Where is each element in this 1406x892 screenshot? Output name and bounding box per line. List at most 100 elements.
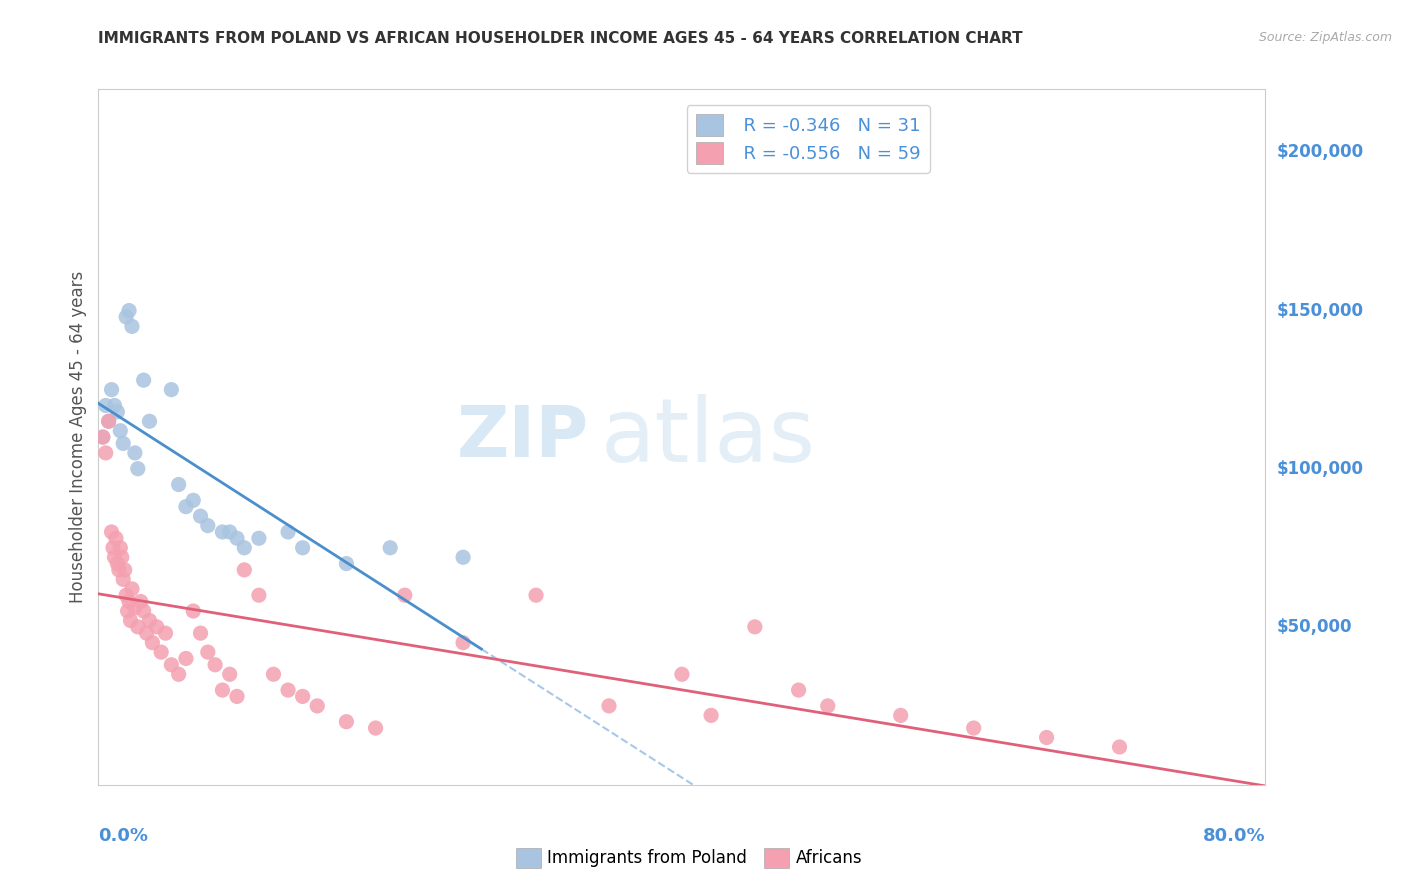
Point bbox=[117, 604, 139, 618]
Text: 80.0%: 80.0% bbox=[1202, 827, 1265, 845]
Y-axis label: Householder Income Ages 45 - 64 years: Householder Income Ages 45 - 64 years bbox=[69, 271, 87, 603]
Text: $50,000: $50,000 bbox=[1277, 618, 1353, 636]
Point bbox=[233, 563, 256, 577]
Point bbox=[394, 588, 416, 602]
Point bbox=[211, 524, 233, 539]
Text: Source: ZipAtlas.com: Source: ZipAtlas.com bbox=[1258, 31, 1392, 45]
Point bbox=[817, 698, 839, 713]
Point bbox=[94, 446, 117, 460]
Point bbox=[155, 626, 177, 640]
Point bbox=[335, 557, 357, 571]
Point bbox=[127, 620, 149, 634]
Text: 0.0%: 0.0% bbox=[98, 827, 149, 845]
Text: $150,000: $150,000 bbox=[1277, 301, 1364, 319]
Point bbox=[197, 645, 219, 659]
Text: $100,000: $100,000 bbox=[1277, 459, 1364, 478]
Point bbox=[890, 708, 912, 723]
Point bbox=[124, 600, 146, 615]
Point bbox=[118, 303, 141, 318]
Point bbox=[218, 667, 240, 681]
Point bbox=[700, 708, 723, 723]
Point bbox=[226, 531, 249, 545]
Point bbox=[451, 635, 474, 649]
Point bbox=[1108, 739, 1130, 754]
Point bbox=[94, 399, 117, 413]
Point bbox=[91, 430, 114, 444]
Point bbox=[127, 461, 149, 475]
Point bbox=[91, 430, 114, 444]
Point bbox=[277, 524, 299, 539]
Point bbox=[97, 414, 120, 428]
Point bbox=[671, 667, 693, 681]
Point bbox=[97, 414, 120, 428]
Point bbox=[291, 690, 314, 704]
Point bbox=[262, 667, 284, 681]
Point bbox=[364, 721, 387, 735]
Point bbox=[104, 531, 127, 545]
Point bbox=[335, 714, 357, 729]
Point bbox=[124, 446, 146, 460]
Point bbox=[115, 588, 138, 602]
Point bbox=[181, 493, 204, 508]
Legend: Immigrants from Poland, Africans: Immigrants from Poland, Africans bbox=[509, 841, 869, 875]
Point bbox=[120, 614, 142, 628]
Point bbox=[277, 683, 299, 698]
Point bbox=[197, 518, 219, 533]
Point bbox=[524, 588, 547, 602]
Point bbox=[110, 541, 132, 555]
Point bbox=[181, 604, 204, 618]
Point bbox=[100, 524, 122, 539]
Point bbox=[190, 626, 212, 640]
Point bbox=[146, 620, 169, 634]
Point bbox=[744, 620, 766, 634]
Point bbox=[105, 557, 128, 571]
Point bbox=[204, 657, 226, 672]
Point bbox=[121, 319, 143, 334]
Point bbox=[112, 573, 135, 587]
Point bbox=[451, 550, 474, 565]
Legend:   R = -0.346   N = 31,   R = -0.556   N = 59: R = -0.346 N = 31, R = -0.556 N = 59 bbox=[686, 105, 929, 173]
Point bbox=[174, 651, 197, 665]
Point bbox=[378, 541, 402, 555]
Text: ZIP: ZIP bbox=[457, 402, 589, 472]
Text: atlas: atlas bbox=[600, 393, 815, 481]
Point bbox=[114, 563, 136, 577]
Point bbox=[174, 500, 197, 514]
Point bbox=[103, 550, 125, 565]
Point bbox=[1035, 731, 1057, 745]
Point bbox=[190, 509, 212, 524]
Point bbox=[129, 594, 152, 608]
Point bbox=[247, 588, 270, 602]
Point bbox=[100, 383, 122, 397]
Point bbox=[307, 698, 329, 713]
Point bbox=[247, 531, 270, 545]
Point bbox=[135, 626, 157, 640]
Point bbox=[291, 541, 314, 555]
Point bbox=[787, 683, 810, 698]
Point bbox=[160, 657, 183, 672]
Point bbox=[111, 550, 134, 565]
Point bbox=[150, 645, 173, 659]
Point bbox=[211, 683, 233, 698]
Point bbox=[101, 541, 124, 555]
Point bbox=[132, 373, 155, 387]
Point bbox=[138, 414, 160, 428]
Point bbox=[138, 614, 160, 628]
Point bbox=[962, 721, 984, 735]
Point bbox=[141, 635, 163, 649]
Point bbox=[132, 604, 155, 618]
Point bbox=[233, 541, 256, 555]
Point bbox=[110, 424, 132, 438]
Point bbox=[103, 399, 125, 413]
Text: IMMIGRANTS FROM POLAND VS AFRICAN HOUSEHOLDER INCOME AGES 45 - 64 YEARS CORRELAT: IMMIGRANTS FROM POLAND VS AFRICAN HOUSEH… bbox=[98, 31, 1024, 46]
Point bbox=[121, 582, 143, 596]
Point bbox=[598, 698, 620, 713]
Point bbox=[112, 436, 135, 450]
Point bbox=[115, 310, 138, 324]
Point bbox=[108, 563, 131, 577]
Point bbox=[167, 667, 190, 681]
Point bbox=[105, 405, 128, 419]
Point bbox=[218, 524, 240, 539]
Point bbox=[167, 477, 190, 491]
Point bbox=[226, 690, 249, 704]
